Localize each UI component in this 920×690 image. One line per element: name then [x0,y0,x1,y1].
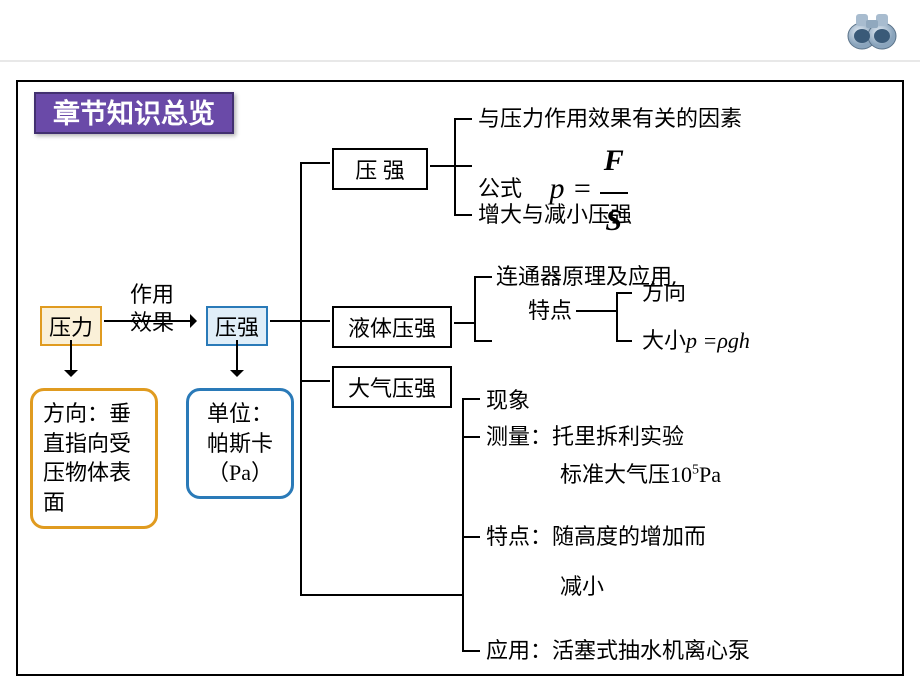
b2-sub2-formula: p =ρgh [686,328,750,353]
b3-l3a: 特点：随高度的增加而 [486,522,706,552]
bracket-b2-sub-t1 [616,292,632,294]
bracket-b2-t2 [474,340,492,342]
b3-l1: 现象 [486,386,530,416]
connector-b1 [430,165,454,167]
bracket-b2-v [474,276,476,340]
bracket-main-t3 [300,594,462,596]
node-b3: 大气压强 [332,366,452,408]
binoculars-icon [844,6,900,54]
top-strip [0,0,920,62]
b2-sub2: 大小p =ρgh [642,326,750,356]
bracket-b2-sub-t2 [616,340,632,342]
b3-l2b-sup: 5 [692,463,699,478]
bracket-main-v [300,162,302,594]
bracket-b3-t2 [462,536,480,538]
connector-b2 [454,322,474,324]
b1-l1: 与压力作用效果有关的因素 [478,104,742,134]
bracket-b2-sub-v [616,292,618,340]
bracket-b3-t0 [462,398,480,400]
b3-l2a: 测量：托里拆利实验 [486,422,684,452]
bracket-main-t1 [300,162,330,164]
desc-yali: 方向：垂直指向受压物体表面 [30,388,158,529]
b3-l2b-pre: 标准大气压10 [560,462,692,487]
b1-l2-pre: 公式 [478,176,522,201]
label-zuoyong: 作用 效果 [130,281,174,336]
desc-yaqiang: 单位：帕斯卡（Pa） [186,388,294,499]
b3-l4: 应用：活塞式抽水机离心泵 [486,636,750,666]
b1-formula-line [600,192,628,194]
bracket-b1-t1 [454,118,472,120]
bracket-main-t3-upper [300,380,330,382]
b2-sub2-pre: 大小 [642,328,686,353]
b3-l2b: 标准大气压105Pa [560,460,721,490]
bracket-b3-t3 [462,650,480,652]
b2-l2: 特点 [528,296,572,326]
bracket-main-t2 [300,320,330,322]
b1-formula-num: F [600,146,628,176]
connector-b2-sub [576,310,616,312]
b1-l3: 增大与减小压强 [478,200,632,230]
connector-main [270,320,300,322]
arrow-yaqiang-down [236,340,238,376]
b3-l3b: 减小 [560,572,604,602]
b3-l2b-post: Pa [699,462,721,487]
b2-sub1: 方向 [642,278,686,308]
bracket-b3-t1 [462,436,480,438]
bracket-b2-t1 [474,276,492,278]
arrow-yali-to-yaqiang [104,320,196,322]
node-b2: 液体压强 [332,306,452,348]
bracket-b1-t2 [454,165,472,167]
bracket-b1-t3 [454,214,472,216]
diagram-frame [16,80,904,676]
arrow-yali-down [70,340,72,376]
chapter-title: 章节知识总览 [34,92,234,134]
node-b1: 压 强 [332,148,428,190]
